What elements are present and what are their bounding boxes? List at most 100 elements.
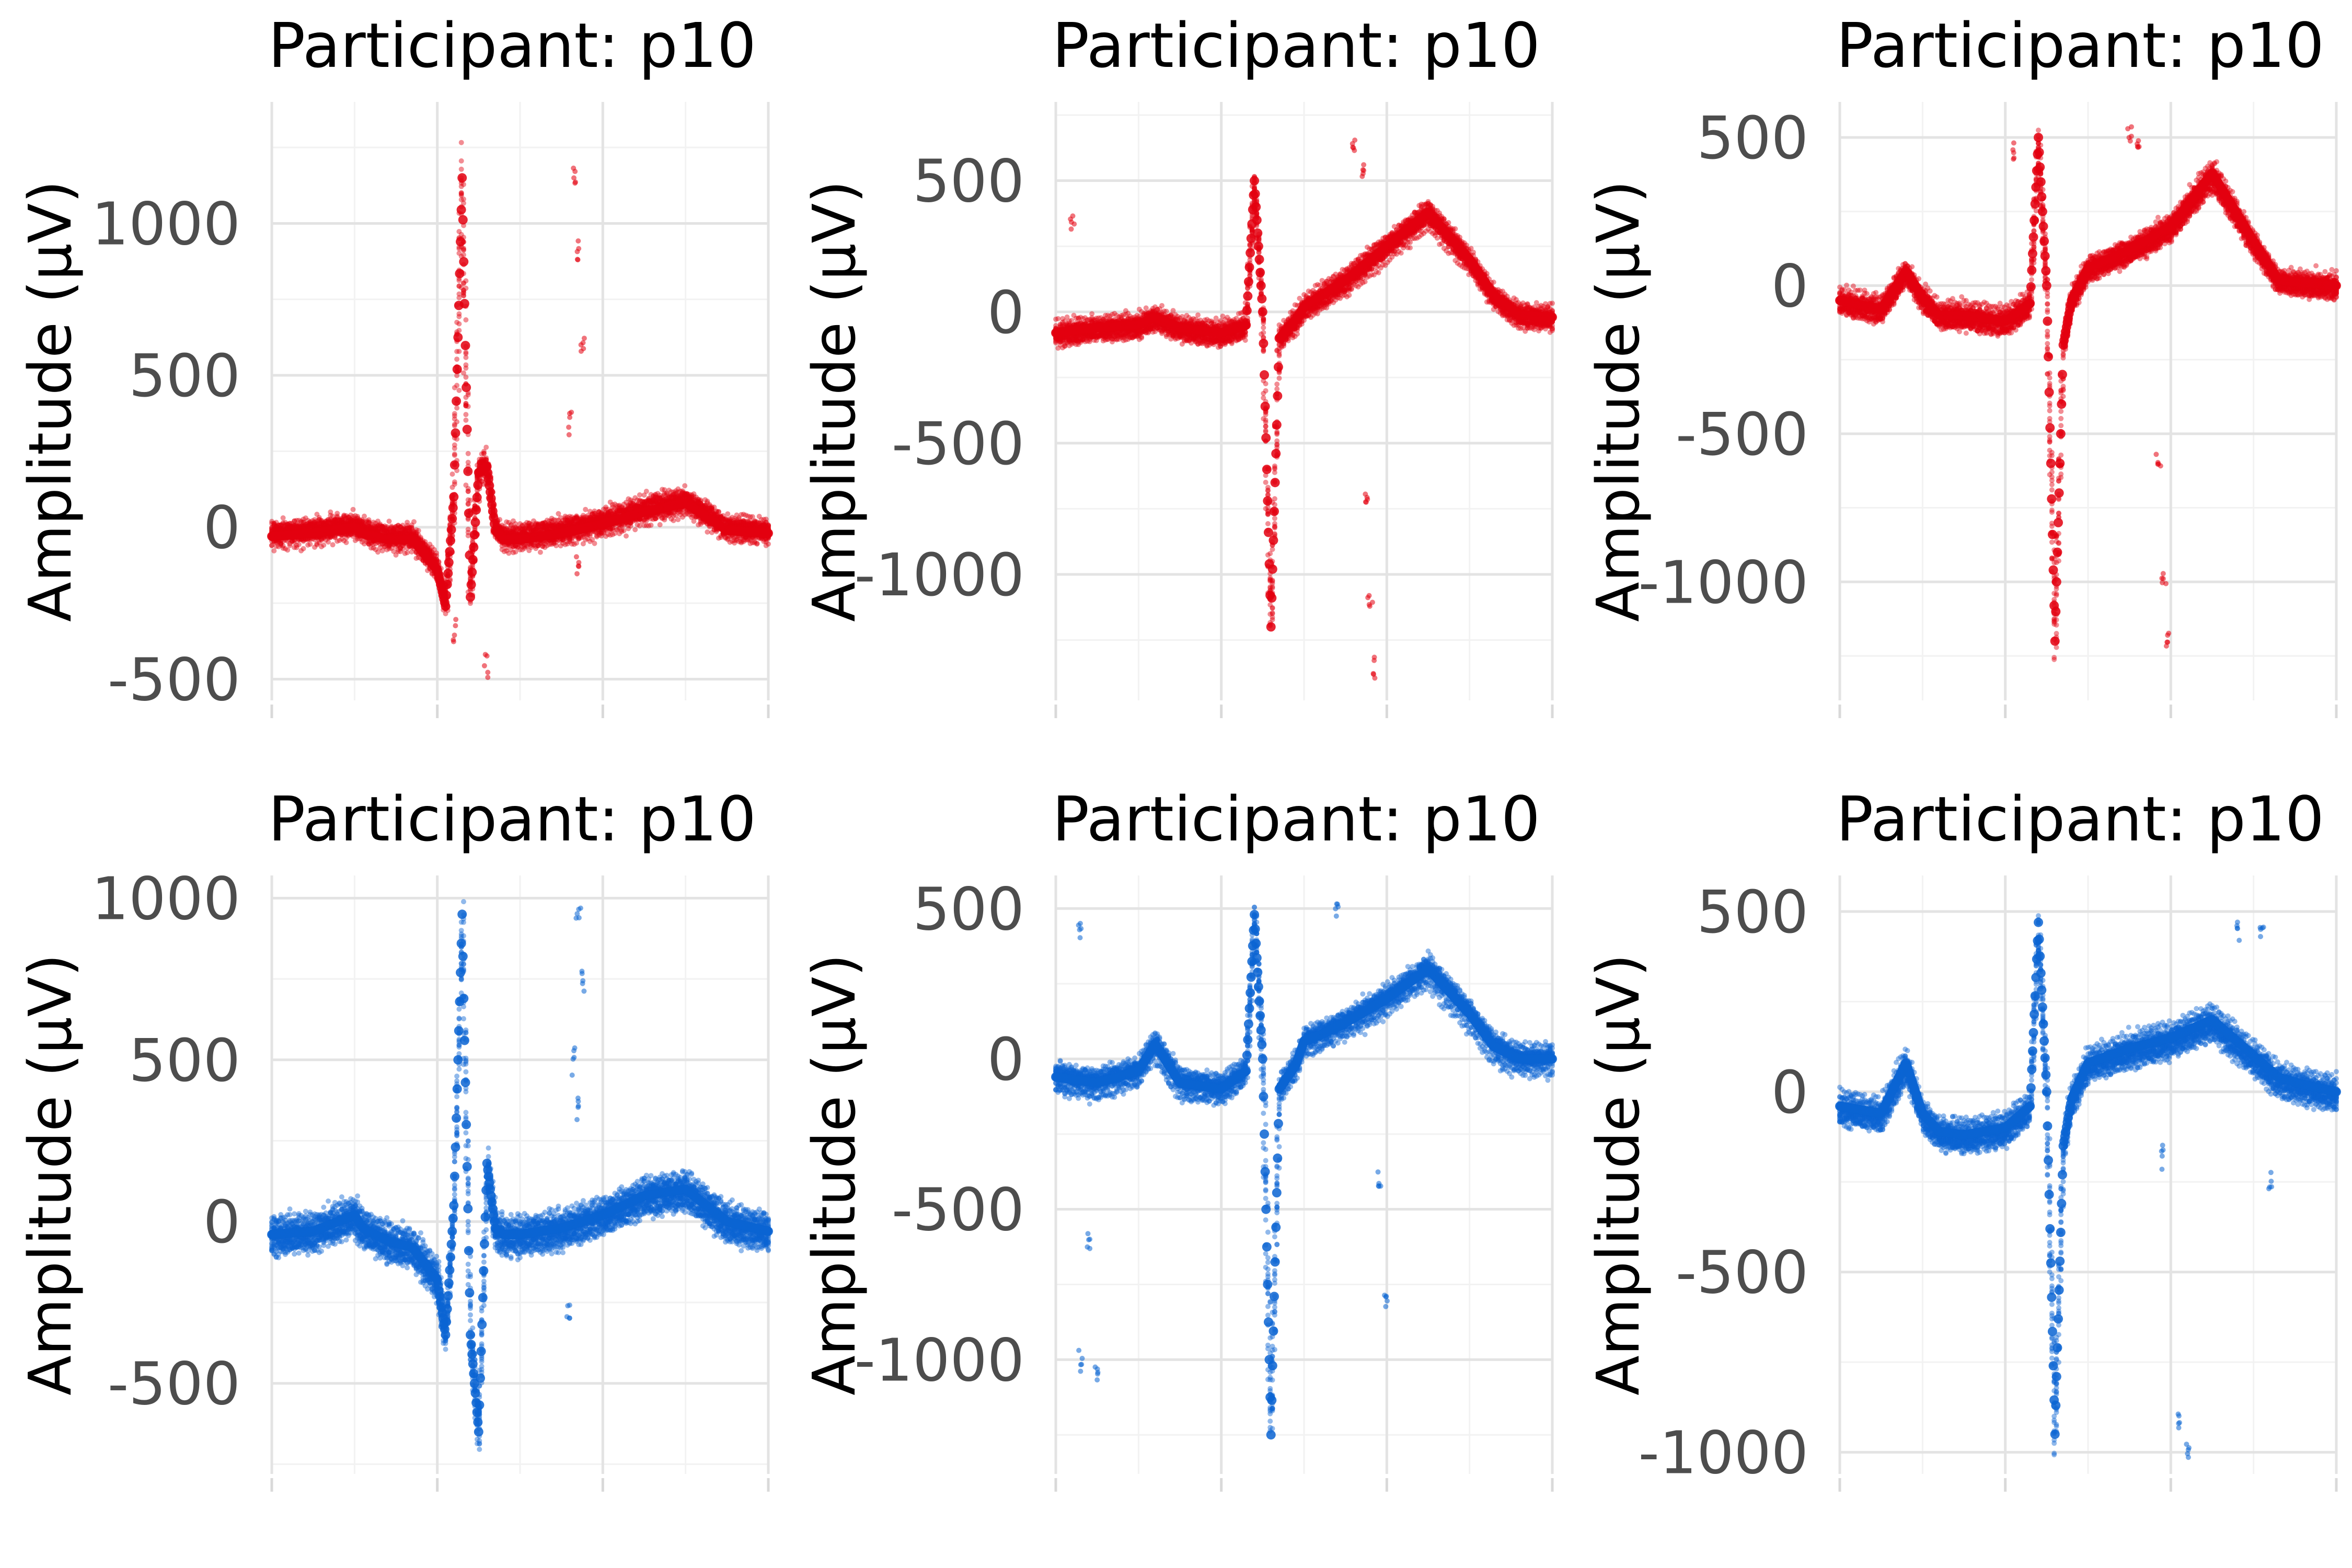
data-point [452, 416, 457, 422]
data-point [630, 503, 636, 509]
data-point [556, 537, 561, 543]
data-point [632, 504, 638, 510]
data-point [526, 525, 532, 531]
data-point [537, 549, 543, 555]
data-point [335, 511, 340, 516]
data-point [614, 526, 620, 532]
data-point [398, 524, 403, 529]
data-point [551, 522, 557, 528]
data-point [632, 504, 638, 510]
data-point [574, 515, 579, 520]
data-point [666, 511, 672, 516]
data-point [463, 395, 469, 400]
data-point [673, 490, 678, 495]
data-point [605, 510, 611, 515]
data-point [745, 518, 751, 524]
data-point [752, 522, 758, 527]
data-point [316, 520, 322, 525]
data-point [626, 503, 631, 509]
data-point [461, 281, 466, 286]
data-point [637, 492, 642, 498]
data-point [569, 518, 575, 524]
data-point [679, 490, 685, 496]
data-point [305, 524, 311, 529]
data-point [524, 523, 529, 528]
data-point [278, 525, 284, 531]
data-point [583, 506, 589, 512]
data-point [576, 519, 582, 525]
data-point [287, 525, 293, 531]
data-point [343, 515, 349, 521]
data-point [452, 442, 457, 448]
data-point [483, 455, 489, 461]
data-point [273, 524, 279, 530]
data-point [276, 522, 281, 528]
data-point [531, 542, 536, 548]
data-point [458, 197, 464, 202]
data-point [592, 516, 597, 522]
data-point [348, 517, 354, 523]
data-point [624, 507, 629, 512]
data-point [646, 496, 652, 502]
data-point [711, 527, 717, 533]
data-point [282, 522, 288, 528]
data-point [624, 533, 629, 539]
data-point [624, 507, 629, 513]
data-point [662, 512, 667, 518]
data-point [689, 493, 695, 499]
data-point [314, 521, 320, 526]
data-point [452, 421, 457, 427]
data-point [368, 524, 374, 530]
data-point [463, 401, 469, 407]
data-point [452, 453, 457, 458]
data-point [585, 515, 591, 521]
data-point [689, 495, 695, 501]
data-point [727, 521, 733, 527]
data-point [587, 514, 593, 520]
data-point [580, 518, 586, 524]
data-point [628, 500, 633, 505]
data-point [386, 528, 392, 534]
data-point [296, 525, 302, 531]
data-point [664, 490, 670, 496]
data-point [368, 540, 374, 546]
data-point [732, 520, 737, 526]
data-point [465, 489, 471, 494]
data-point [287, 523, 293, 528]
data-point [296, 523, 302, 529]
data-point [463, 362, 469, 368]
data-point [734, 520, 740, 526]
data-point [511, 530, 516, 535]
data-point [271, 527, 277, 533]
data-point [273, 527, 279, 533]
data-point [377, 523, 383, 528]
data-point [729, 520, 735, 526]
data-point [384, 528, 390, 534]
data-point [739, 520, 744, 525]
data-point [639, 502, 645, 508]
data-point [626, 523, 631, 528]
data-point [578, 519, 584, 525]
data-point [463, 402, 469, 408]
data-point [335, 516, 340, 522]
data-point [558, 543, 563, 549]
data-point [328, 520, 333, 525]
data-point [294, 525, 299, 531]
data-point [617, 503, 622, 509]
data-point [326, 539, 331, 545]
data-point [312, 517, 317, 523]
data-point [287, 525, 293, 531]
data-point [668, 494, 674, 500]
data-point [750, 521, 755, 527]
data-point [332, 520, 338, 526]
data-point [289, 538, 295, 544]
data-point [761, 536, 767, 542]
data-point [542, 524, 548, 530]
data-point [528, 543, 534, 548]
data-point [501, 526, 507, 532]
data-point [292, 522, 297, 528]
data-point [614, 505, 620, 511]
data-point [366, 539, 372, 545]
data-point [677, 493, 683, 499]
data-point [601, 511, 606, 517]
